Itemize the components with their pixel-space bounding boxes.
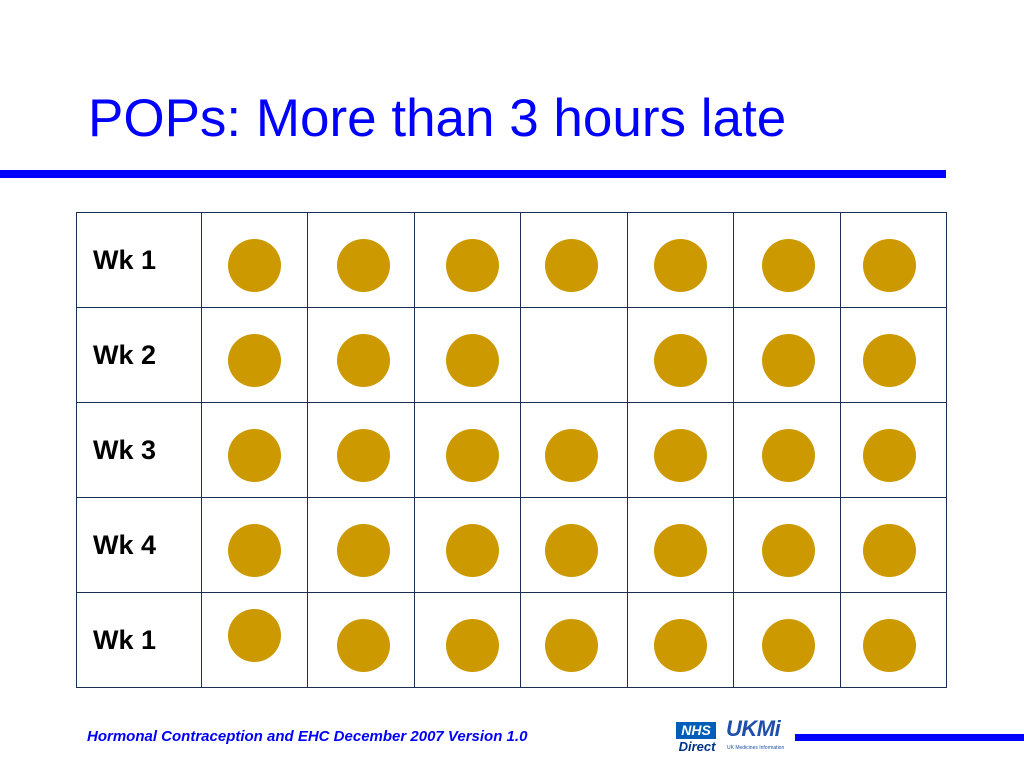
day-cell [520, 212, 628, 308]
pill-dot [445, 334, 499, 387]
week-label: Wk 3 [76, 402, 202, 498]
pill-dot [545, 429, 599, 482]
pill-dot [445, 619, 499, 672]
week-label: Wk 4 [76, 497, 202, 593]
pill-dot [445, 239, 499, 292]
day-cell [839, 212, 948, 308]
pill-dot [337, 334, 391, 387]
nhs-direct-logo: NHS Direct [676, 722, 718, 756]
pill-dot [862, 239, 916, 292]
pill-dot [762, 429, 816, 482]
day-cell [733, 402, 841, 498]
day-cell [307, 497, 415, 593]
pill-dot [337, 524, 391, 577]
footer-text: Hormonal Contraception and EHC December … [87, 728, 528, 745]
pill-dot [862, 524, 916, 577]
pill-dot [228, 429, 281, 482]
pill-dot [337, 239, 391, 292]
day-cell [413, 402, 522, 498]
day-cell [413, 497, 522, 593]
pill-dot [445, 429, 499, 482]
grid-row: Wk 1 [76, 592, 948, 688]
pill-dot [545, 619, 599, 672]
pill-dot [337, 619, 391, 672]
slide-title: POPs: More than 3 hours late [88, 89, 787, 148]
day-cell [200, 212, 309, 308]
pill-dot [762, 619, 816, 672]
pill-dot [762, 524, 816, 577]
grid-row: Wk 3 [76, 402, 948, 498]
footer-rule [795, 734, 1024, 741]
pill-dot [862, 429, 916, 482]
grid-row: Wk 2 [76, 307, 948, 403]
pill-schedule-grid: Wk 1 Wk 2 Wk 3 Wk 4 Wk 1 [76, 212, 948, 688]
day-cell [307, 592, 415, 688]
pill-dot [653, 524, 707, 577]
day-cell [626, 497, 735, 593]
day-cell [626, 592, 735, 688]
week-label: Wk 2 [76, 307, 202, 403]
pill-dot [653, 239, 707, 292]
day-cell [626, 212, 735, 308]
grid-row: Wk 1 [76, 212, 948, 308]
pill-dot [445, 524, 499, 577]
day-cell [413, 592, 522, 688]
pill-dot [762, 239, 816, 292]
pill-dot [228, 609, 281, 662]
ukmi-logo-wordmark: UKMi [726, 716, 781, 741]
day-cell [520, 402, 628, 498]
pill-dot [762, 334, 816, 387]
pill-dot [862, 619, 916, 672]
pill-dot [228, 334, 281, 387]
week-label: Wk 1 [76, 592, 202, 688]
day-cell [626, 402, 735, 498]
day-cell [200, 497, 309, 593]
pill-dot [337, 429, 391, 482]
pill-dot [653, 429, 707, 482]
day-cell [200, 307, 309, 403]
day-cell [307, 402, 415, 498]
day-cell [520, 497, 628, 593]
pill-dot [653, 334, 707, 387]
nhs-logo-direct: Direct [678, 739, 716, 754]
pill-dot [545, 239, 599, 292]
day-cell [733, 497, 841, 593]
day-cell [839, 307, 948, 403]
day-cell [733, 592, 841, 688]
title-underline-rule [0, 170, 946, 178]
pill-dot [653, 619, 707, 672]
day-cell [626, 307, 735, 403]
day-cell [839, 402, 948, 498]
day-cell [200, 592, 309, 688]
grid-row: Wk 4 [76, 497, 948, 593]
ukmi-logo: UKMi UK Medicines Information [726, 716, 792, 756]
pill-dot [228, 239, 281, 292]
day-cell [413, 307, 522, 403]
day-cell [200, 402, 309, 498]
pill-dot [862, 334, 916, 387]
ukmi-logo-subtitle: UK Medicines Information [727, 745, 785, 751]
nhs-logo-box: NHS [676, 722, 716, 739]
pill-dot [545, 524, 599, 577]
day-cell [307, 212, 415, 308]
pill-dot [228, 524, 281, 577]
day-cell [520, 307, 628, 403]
day-cell [733, 307, 841, 403]
day-cell [520, 592, 628, 688]
day-cell [839, 592, 948, 688]
day-cell [413, 212, 522, 308]
day-cell [733, 212, 841, 308]
week-label: Wk 1 [76, 212, 202, 308]
day-cell [307, 307, 415, 403]
day-cell [839, 497, 948, 593]
